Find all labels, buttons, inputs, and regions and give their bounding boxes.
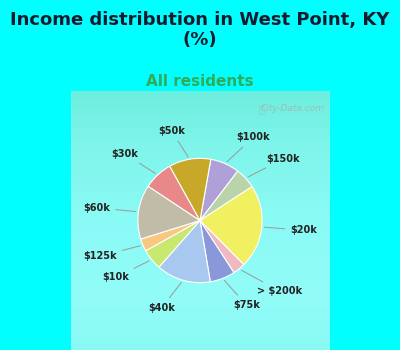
Text: All residents: All residents bbox=[146, 74, 254, 89]
Text: $40k: $40k bbox=[148, 282, 181, 313]
Wedge shape bbox=[146, 220, 200, 267]
Wedge shape bbox=[200, 171, 252, 220]
Text: $150k: $150k bbox=[248, 154, 300, 177]
Wedge shape bbox=[200, 187, 262, 265]
Text: $100k: $100k bbox=[227, 133, 270, 162]
Text: $30k: $30k bbox=[112, 149, 156, 173]
Text: $10k: $10k bbox=[102, 261, 149, 282]
Wedge shape bbox=[138, 186, 200, 239]
Wedge shape bbox=[148, 166, 200, 220]
Text: Income distribution in West Point, KY
(%): Income distribution in West Point, KY (%… bbox=[10, 10, 390, 49]
Text: $125k: $125k bbox=[83, 246, 140, 261]
Wedge shape bbox=[200, 159, 238, 220]
Wedge shape bbox=[170, 158, 211, 220]
Text: ⦾: ⦾ bbox=[259, 104, 265, 114]
Text: > $200k: > $200k bbox=[242, 270, 302, 296]
Wedge shape bbox=[200, 220, 234, 282]
Text: $20k: $20k bbox=[264, 225, 317, 235]
Wedge shape bbox=[159, 220, 210, 283]
Text: City-Data.com: City-Data.com bbox=[260, 104, 324, 113]
Text: $60k: $60k bbox=[83, 203, 136, 213]
Wedge shape bbox=[141, 220, 200, 251]
Text: $75k: $75k bbox=[224, 280, 260, 310]
Wedge shape bbox=[200, 220, 244, 273]
Text: $50k: $50k bbox=[158, 126, 188, 157]
